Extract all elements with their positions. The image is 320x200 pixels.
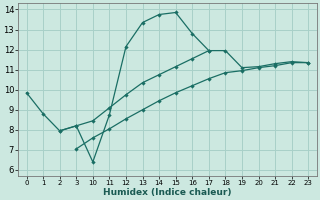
X-axis label: Humidex (Indice chaleur): Humidex (Indice chaleur) [103,188,232,197]
